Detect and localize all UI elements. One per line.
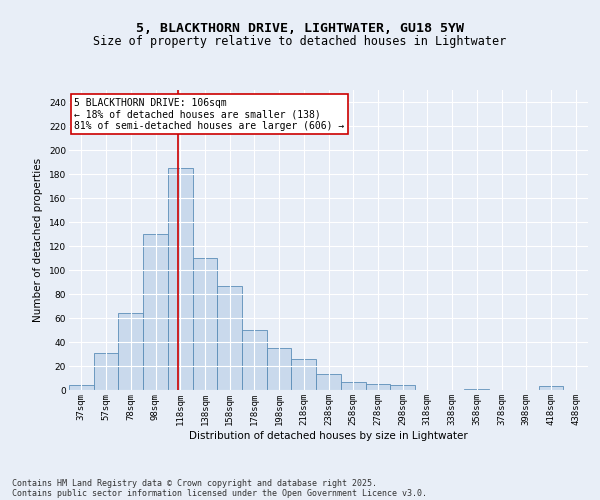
- Text: Contains HM Land Registry data © Crown copyright and database right 2025.: Contains HM Land Registry data © Crown c…: [12, 478, 377, 488]
- Bar: [292, 359, 316, 390]
- Bar: [365, 384, 390, 390]
- Bar: [69, 385, 94, 390]
- Text: Size of property relative to detached houses in Lightwater: Size of property relative to detached ho…: [94, 35, 506, 48]
- Bar: [390, 385, 415, 390]
- Bar: [539, 386, 563, 390]
- Text: Contains public sector information licensed under the Open Government Licence v3: Contains public sector information licen…: [12, 488, 427, 498]
- Bar: [316, 374, 341, 390]
- Bar: [341, 382, 365, 390]
- Bar: [143, 234, 168, 390]
- Bar: [242, 330, 267, 390]
- Text: 5, BLACKTHORN DRIVE, LIGHTWATER, GU18 5YW: 5, BLACKTHORN DRIVE, LIGHTWATER, GU18 5Y…: [136, 22, 464, 36]
- Bar: [118, 313, 143, 390]
- Y-axis label: Number of detached properties: Number of detached properties: [34, 158, 43, 322]
- X-axis label: Distribution of detached houses by size in Lightwater: Distribution of detached houses by size …: [189, 430, 468, 440]
- Bar: [464, 389, 489, 390]
- Bar: [217, 286, 242, 390]
- Text: 5 BLACKTHORN DRIVE: 106sqm
← 18% of detached houses are smaller (138)
81% of sem: 5 BLACKTHORN DRIVE: 106sqm ← 18% of deta…: [74, 98, 344, 130]
- Bar: [193, 258, 217, 390]
- Bar: [94, 353, 118, 390]
- Bar: [267, 348, 292, 390]
- Bar: [168, 168, 193, 390]
